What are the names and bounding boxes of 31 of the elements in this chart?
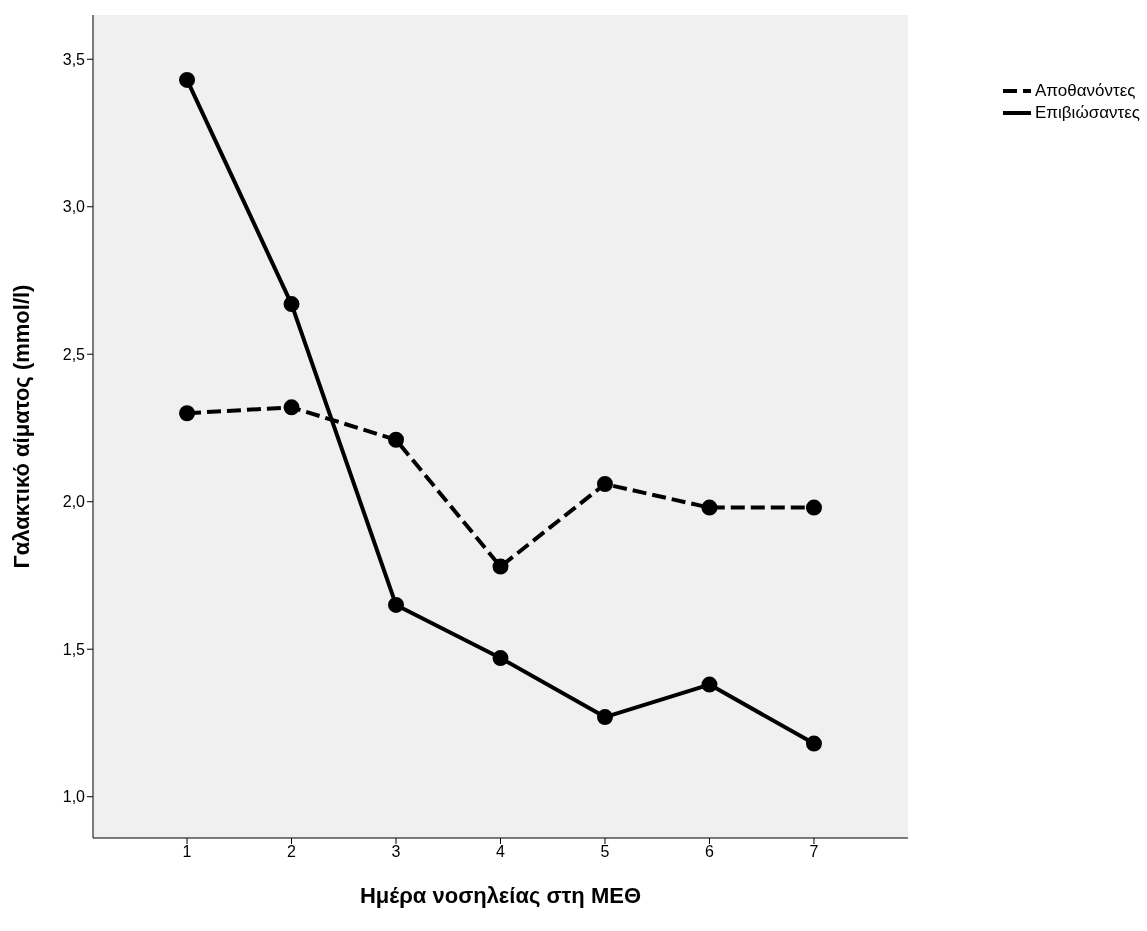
- x-axis-title: Ημέρα νοσηλείας στη ΜΕΘ: [359, 883, 642, 908]
- point: [596, 476, 613, 493]
- point: [701, 499, 718, 516]
- point: [179, 71, 196, 88]
- point: [283, 296, 300, 313]
- y-tick-label: 2,5: [62, 345, 86, 363]
- x-tick-label: 6: [705, 843, 715, 861]
- point: [492, 650, 509, 667]
- y-axis-title: Γαλακτικό αίματος (mmol/l): [8, 284, 34, 569]
- legend-label: Επιβιώσαντες: [1035, 103, 1140, 123]
- y-tick-label: 1,0: [62, 788, 86, 806]
- x-tick-label: 2: [287, 843, 297, 861]
- legend-label: Αποθανόντες: [1035, 81, 1136, 101]
- y-tick-label: 1,5: [62, 640, 86, 658]
- x-tick-label: 7: [809, 843, 819, 861]
- point: [388, 596, 405, 613]
- x-tick-label: 4: [496, 843, 506, 861]
- x-tick-label: 5: [600, 843, 610, 861]
- x-tick-label: 3: [391, 843, 401, 861]
- point: [283, 399, 300, 416]
- point: [701, 676, 718, 693]
- point: [388, 431, 405, 448]
- point: [805, 499, 822, 516]
- point: [179, 405, 196, 422]
- point: [492, 558, 509, 575]
- point: [596, 709, 613, 726]
- y-tick-label: 2,0: [62, 493, 86, 511]
- y-tick-label: 3,5: [62, 50, 86, 68]
- y-tick-label: 3,0: [62, 198, 86, 216]
- x-tick-label: 1: [182, 843, 192, 861]
- point: [805, 735, 822, 752]
